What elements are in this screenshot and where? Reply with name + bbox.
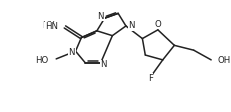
Text: HN: HN bbox=[45, 22, 58, 31]
Text: N: N bbox=[68, 48, 75, 57]
Text: F: F bbox=[147, 74, 152, 83]
Text: HN: HN bbox=[42, 20, 55, 29]
Text: N: N bbox=[100, 60, 106, 69]
Text: O: O bbox=[154, 19, 161, 29]
Text: N: N bbox=[128, 22, 134, 30]
Text: OH: OH bbox=[217, 56, 230, 65]
Text: N: N bbox=[97, 12, 103, 21]
Text: HO: HO bbox=[35, 56, 48, 65]
